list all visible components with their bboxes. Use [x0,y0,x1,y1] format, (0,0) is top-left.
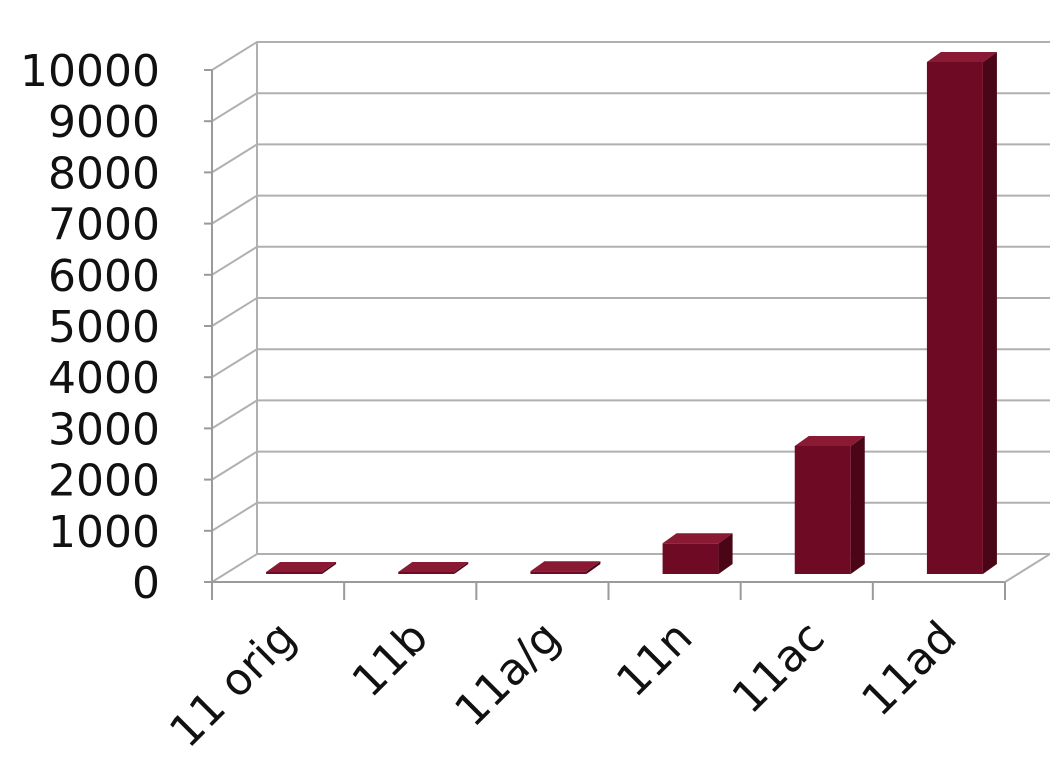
bar-front [398,572,455,574]
x-tick-label: 11ac [723,612,835,724]
bar-front [794,446,851,574]
bar [794,436,865,574]
bar-top [398,562,469,572]
y-tick-label: 4000 [48,353,160,404]
gridline [211,92,1050,123]
bar-front [266,572,323,574]
x-tick-label: 11n [607,612,702,707]
gridline [211,348,1050,379]
gridline [211,399,1050,430]
bar-side [718,533,733,574]
gridline [211,553,1050,583]
y-tick-label: 10000 [20,46,160,97]
x-tick-label: 11a/g [445,612,570,737]
gridline [211,297,1050,327]
bar-front [662,543,719,574]
gridline [211,450,1050,481]
bar-side [982,52,997,574]
y-tick-label: 6000 [48,251,160,302]
y-tick-label: 2000 [48,456,160,507]
bar-top [266,562,337,572]
axes [204,69,1050,600]
bar [926,52,997,574]
y-tick-label: 1000 [48,507,160,558]
bar-front [926,62,983,574]
gridline [211,41,1050,71]
gridline [211,245,1050,276]
y-tick-label: 5000 [48,302,160,353]
bar-side [850,436,865,574]
y-tick-label: 9000 [48,97,160,148]
gridline [211,501,1050,532]
gridline [211,143,1050,174]
floor-depth-edge [1004,553,1050,583]
bar-side [454,562,469,574]
gridline [211,194,1050,225]
bar [398,562,469,574]
bar-side [586,561,601,574]
y-tick-label: 0 [132,558,160,609]
bar-top [662,533,733,544]
bar-top [530,561,601,572]
bar [530,561,601,574]
y-tick-label: 8000 [48,148,160,199]
bar-front [530,571,587,574]
bar [266,562,337,574]
x-tick-label: 11b [343,612,438,707]
bar-top [926,52,997,62]
y-tick-label: 3000 [48,404,160,455]
bars [266,52,997,574]
y-tick-label: 7000 [48,200,160,251]
axis-labels: 0100020003000400050006000700080009000100… [20,46,967,757]
bar-top [794,436,865,446]
bar [662,533,733,574]
x-tick-label: 11 orig [160,612,306,758]
x-tick-label: 11ad [852,612,966,726]
gridlines [211,41,1050,583]
bar-side [322,562,337,574]
